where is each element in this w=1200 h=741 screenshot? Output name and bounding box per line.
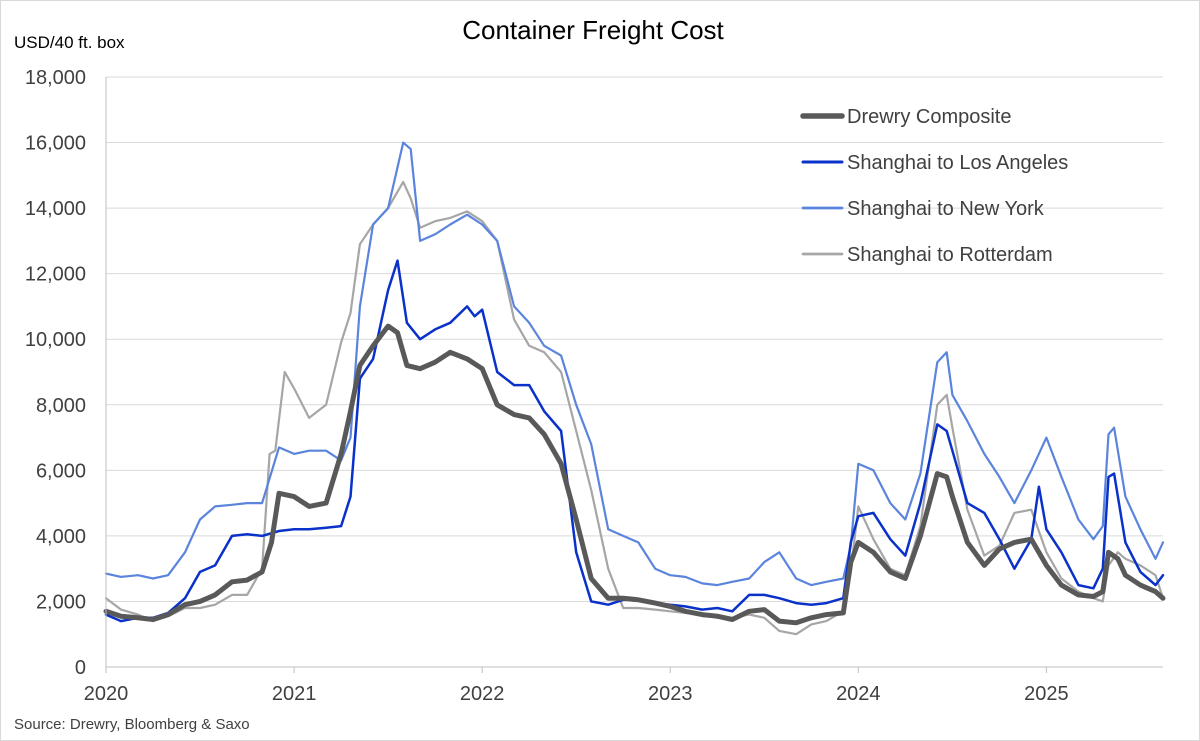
y-tick-label: 8,000 [36,395,86,417]
x-tick-label: 2025 [1024,683,1069,705]
y-tick-label: 4,000 [36,526,86,548]
x-tick-label: 2022 [460,683,505,705]
y-tick-label: 6,000 [36,460,86,482]
series-line-drewry-composite [103,323,1166,626]
y-tick-label: 14,000 [25,198,86,220]
series-lines [103,141,1166,636]
axes: 0 2,000 4,000 6,000 8,000 10,000 12,000 14,000 1… [25,67,1163,705]
y-tick-label: 16,000 [25,133,86,155]
legend-label: Shanghai to Rotterdam [847,244,1053,266]
legend-label: Drewry Composite [847,106,1011,128]
chart-title: Container Freight Cost [462,15,724,45]
y-tick-label: 0 [75,657,86,679]
y-tick-label: 18,000 [25,67,86,89]
legend-label: Shanghai to New York [847,198,1045,220]
x-tick-label: 2021 [272,683,317,705]
series-line-shanghai-to-rotterdam [104,180,1165,636]
x-tick-label: 2020 [84,683,129,705]
x-tick-label: 2024 [836,683,881,705]
legend-label: Shanghai to Los Angeles [847,152,1068,174]
source-note: Source: Drewry, Bloomberg & Saxo [14,716,250,733]
y-tick-label: 2,000 [36,591,86,613]
x-tick-label: 2023 [648,683,693,705]
y-tick-label: 12,000 [25,264,86,286]
legend: Drewry Composite Shanghai to Los Angeles S… [800,106,1068,266]
y-tick-label: 10,000 [25,329,86,351]
grid-lines [106,76,1163,602]
y-axis-label: USD/40 ft. box [14,33,125,52]
series-line-shanghai-to-new-york [104,141,1165,587]
